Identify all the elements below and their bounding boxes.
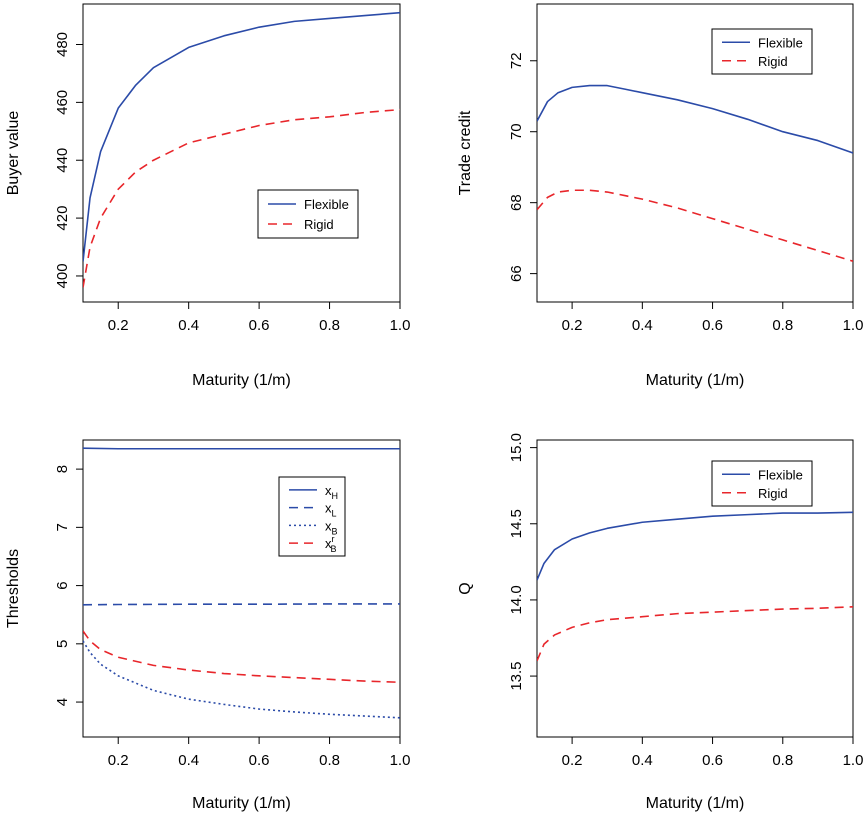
y-tick-label: 14.5 <box>508 509 525 538</box>
x-tick-label: 1.0 <box>390 752 411 769</box>
x-tick-label: 0.8 <box>772 752 793 769</box>
legend-label: xr B <box>325 534 337 554</box>
series-line-xh <box>83 447 400 450</box>
panel-buyer-value: 0.2 0.4 0.6 0.8 1.0 400 420 440 460 480 Maturity (… <box>5 3 411 389</box>
legend-label-base: x <box>325 483 332 498</box>
series-line-xl <box>83 603 400 606</box>
x-axis-label: Maturity (1/m) <box>192 372 291 389</box>
legend-label-sub: B <box>331 544 337 554</box>
legend-label: Rigid <box>758 486 788 501</box>
y-tick-label: 8 <box>54 465 71 473</box>
series-line-rigid <box>537 189 853 262</box>
x-tick-label: 0.2 <box>562 752 583 769</box>
panel-q: 0.2 0.4 0.6 0.8 1.0 13.5 14.0 14.5 15.0 Maturity … <box>457 433 863 812</box>
y-tick-label: 440 <box>54 148 71 173</box>
y-tick-label: 70 <box>508 123 525 140</box>
x-tick-label: 0.2 <box>562 317 583 334</box>
x-tick-label: 0.6 <box>249 317 270 334</box>
legend-label: xL <box>325 501 337 519</box>
y-tick-label: 15.0 <box>508 433 525 462</box>
x-tick-label: 0.2 <box>108 317 129 334</box>
x-tick-label: 0.4 <box>178 317 199 334</box>
series-line-flexible <box>537 84 853 154</box>
y-axis-label: Thresholds <box>5 549 22 628</box>
legend-label: Rigid <box>758 54 788 69</box>
y-tick-label: 72 <box>508 52 525 69</box>
series-line-xrb <box>83 630 400 684</box>
y-tick-label: 480 <box>54 32 71 57</box>
y-tick-label: 460 <box>54 90 71 115</box>
legend-label: Flexible <box>758 467 803 482</box>
x-tick-label: 0.4 <box>632 752 653 769</box>
legend-label-sup: r <box>332 534 335 544</box>
legend-box <box>711 28 813 75</box>
y-tick-label: 14.0 <box>508 585 525 614</box>
x-tick-label: 0.8 <box>319 317 340 334</box>
series-line-flexible <box>537 511 853 581</box>
series-line-xb <box>83 640 400 719</box>
legend-label-base: x <box>325 536 332 551</box>
panel-thresholds: 0.2 0.4 0.6 0.8 1.0 4 5 6 7 8 Maturity (1/m) Thresh… <box>5 439 411 812</box>
legend-label: xH <box>325 483 338 501</box>
plot-frame <box>536 439 854 738</box>
x-tick-label: 0.2 <box>108 752 129 769</box>
y-tick-label: 66 <box>508 265 525 282</box>
legend-box <box>257 189 359 239</box>
plot-frame <box>82 439 401 738</box>
x-tick-label: 0.8 <box>319 752 340 769</box>
y-tick-label: 68 <box>508 194 525 211</box>
x-tick-label: 0.6 <box>702 317 723 334</box>
legend-label: Flexible <box>304 197 349 212</box>
legend-label-base: x <box>325 501 332 516</box>
legend-label-base: x <box>325 518 332 533</box>
x-tick-label: 0.4 <box>632 317 653 334</box>
y-axis-label: Buyer value <box>5 111 22 196</box>
y-axis-label: Trade credit <box>457 110 474 195</box>
x-tick-label: 0.6 <box>702 752 723 769</box>
x-tick-label: 0.8 <box>772 317 793 334</box>
y-axis-label: Q <box>457 582 474 594</box>
y-tick-label: 4 <box>54 698 71 706</box>
legend-label-sub: B <box>332 526 338 536</box>
panel-trade-credit: 0.2 0.4 0.6 0.8 1.0 66 68 70 72 Maturity (1/m) Tra… <box>457 3 864 389</box>
y-tick-label: 6 <box>54 581 71 589</box>
y-tick-label: 5 <box>54 640 71 648</box>
series-line-rigid <box>537 605 853 662</box>
y-tick-label: 420 <box>54 206 71 231</box>
series-line-flexible <box>83 11 400 262</box>
x-axis-label: Maturity (1/m) <box>646 795 745 812</box>
legend-label-sub: H <box>332 491 339 501</box>
legend-label: Rigid <box>304 217 334 232</box>
x-axis-label: Maturity (1/m) <box>646 372 745 389</box>
y-tick-label: 13.5 <box>508 661 525 690</box>
legend-label-sub: L <box>332 509 337 519</box>
legend-label: xB <box>325 518 338 536</box>
series-line-rigid <box>83 108 400 288</box>
legend-label: Flexible <box>758 35 803 50</box>
y-tick-label: 400 <box>54 263 71 288</box>
x-tick-label: 1.0 <box>390 317 411 334</box>
legend-box <box>711 460 813 507</box>
x-axis-label: Maturity (1/m) <box>192 795 291 812</box>
plot-frame <box>82 3 401 303</box>
x-tick-label: 1.0 <box>843 317 864 334</box>
y-tick-label: 7 <box>54 523 71 531</box>
x-tick-label: 0.4 <box>178 752 199 769</box>
x-tick-label: 1.0 <box>843 752 864 769</box>
x-tick-label: 0.6 <box>249 752 270 769</box>
